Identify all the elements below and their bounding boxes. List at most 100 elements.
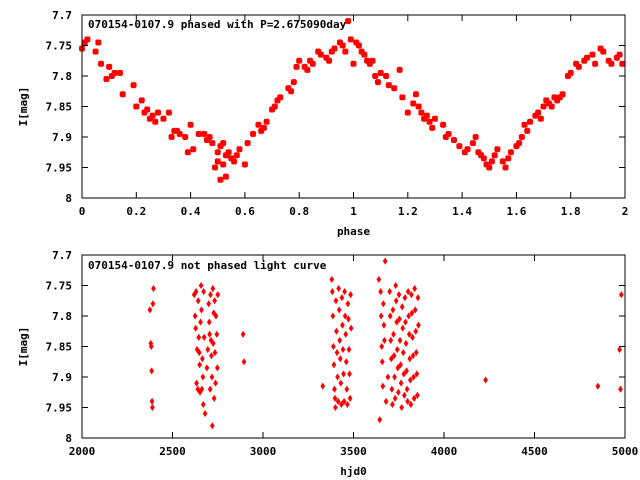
data-point	[337, 336, 343, 344]
data-point	[339, 42, 346, 49]
data-point	[148, 342, 154, 351]
data-point	[336, 285, 342, 293]
data-point	[346, 315, 351, 323]
data-point	[382, 336, 387, 344]
data-point	[369, 57, 376, 64]
data-point	[146, 115, 154, 122]
data-point	[92, 48, 99, 55]
data-point	[212, 297, 218, 305]
data-point	[187, 121, 194, 128]
data-point	[222, 173, 230, 180]
data-point	[409, 309, 415, 317]
data-point	[241, 358, 247, 366]
data-point	[502, 164, 509, 171]
data-point	[195, 130, 202, 138]
data-point	[336, 39, 344, 46]
data-point	[200, 400, 206, 408]
x-tick-label: 4500	[521, 445, 548, 458]
data-point	[331, 45, 338, 52]
data-point	[591, 60, 599, 67]
data-point	[328, 48, 335, 55]
data-point	[400, 324, 406, 332]
data-point	[380, 382, 386, 390]
data-point	[347, 370, 352, 378]
data-point	[333, 297, 339, 305]
data-point	[320, 382, 326, 390]
data-point	[258, 127, 265, 135]
data-point	[337, 355, 343, 363]
data-point	[411, 373, 416, 381]
data-point	[335, 373, 340, 381]
data-point	[277, 94, 284, 101]
data-point	[429, 124, 436, 132]
data-point	[206, 318, 212, 326]
data-point	[213, 312, 219, 320]
data-point	[456, 142, 463, 150]
data-point	[210, 285, 216, 293]
data-point	[412, 306, 418, 314]
data-point	[589, 51, 596, 58]
data-point	[409, 291, 414, 299]
unphased-axis-ticks: 2000 2500 3000 3500 4000 4500 5000 7.7 7.75 7.8 7.…	[46, 249, 639, 458]
data-point	[184, 149, 192, 156]
x-tick-label: 0.6	[235, 205, 255, 218]
data-point	[271, 103, 278, 110]
data-point	[200, 373, 206, 381]
data-point	[404, 385, 410, 393]
x-tick-label: 2000	[69, 445, 96, 458]
unphased-x-axis-label: hjd0	[340, 465, 367, 478]
data-point	[556, 94, 564, 101]
data-point	[381, 321, 387, 329]
data-point	[138, 97, 145, 104]
data-point	[240, 330, 246, 338]
data-point	[445, 130, 452, 138]
data-point	[418, 109, 425, 116]
data-point	[613, 54, 621, 61]
data-point	[211, 394, 217, 402]
data-point	[202, 410, 208, 418]
data-point	[388, 336, 394, 344]
data-point	[217, 176, 224, 183]
data-point	[173, 127, 181, 135]
data-point	[190, 146, 197, 153]
data-point	[426, 118, 433, 125]
data-point	[480, 155, 487, 162]
y-tick-label: 8	[65, 432, 72, 445]
data-point	[213, 379, 218, 387]
data-point	[616, 51, 623, 58]
data-point	[274, 97, 281, 104]
data-point	[345, 300, 351, 308]
unphased-data-points	[147, 257, 624, 430]
data-point	[410, 100, 417, 107]
data-point	[204, 364, 210, 372]
data-point	[597, 45, 604, 52]
data-point	[423, 112, 430, 119]
data-point	[103, 75, 110, 83]
data-point	[203, 136, 211, 144]
data-point	[374, 78, 382, 86]
data-point	[390, 306, 396, 314]
data-point	[81, 39, 88, 46]
data-point	[198, 281, 204, 290]
data-point	[392, 373, 397, 381]
data-point	[407, 376, 413, 384]
data-point	[228, 155, 235, 162]
phased-light-curve-chart: 0 0.2 0.4 0.6 0.8 1 1.2 1.4 1.6 1.8 2 7.7 7.75 7.8 7.8…	[17, 9, 628, 238]
data-point	[205, 346, 211, 354]
data-point	[260, 124, 268, 132]
data-point	[439, 121, 447, 128]
data-point	[391, 85, 398, 92]
x-tick-label: 0.2	[126, 205, 146, 218]
data-point	[617, 346, 622, 354]
data-point	[400, 349, 406, 357]
data-point	[209, 352, 214, 360]
data-point	[95, 39, 102, 46]
data-point	[413, 349, 419, 357]
data-point	[350, 60, 357, 67]
data-point	[304, 66, 311, 74]
data-point	[483, 376, 488, 384]
data-point	[206, 300, 212, 308]
data-point	[196, 349, 202, 357]
data-point	[194, 379, 199, 387]
data-point	[397, 336, 403, 344]
